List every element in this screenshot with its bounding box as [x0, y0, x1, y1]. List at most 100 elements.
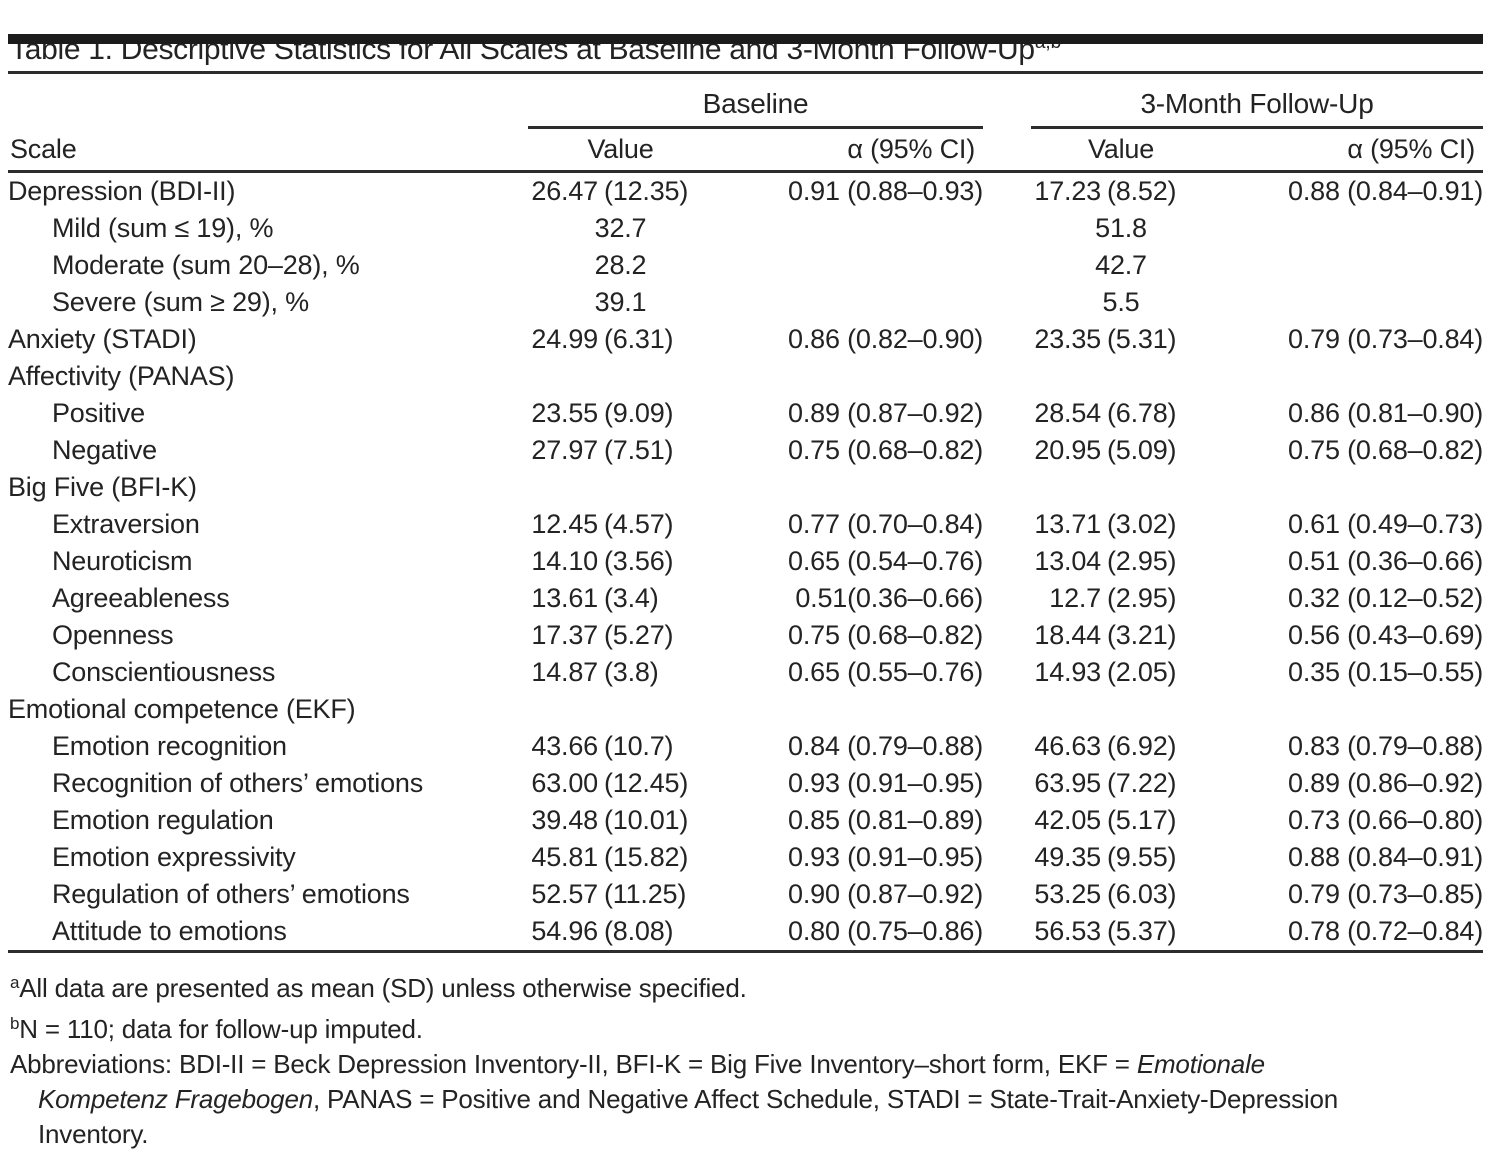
followup-value-cell: 42.7 [1095, 250, 1147, 280]
baseline-alpha-cell [713, 247, 983, 284]
column-header-row: Scale Value α (95% CI) Value α (95% CI) [8, 127, 1483, 173]
baseline-alpha-cell: 0.77 (0.70–0.84) [788, 509, 983, 539]
paper-table-page: Table 1. Descriptive Statistics for All … [0, 26, 1491, 1152]
baseline-alpha-cell: 0.90 (0.87–0.92) [788, 879, 983, 909]
table-row: Positive 23.55 (9.09) 0.89 (0.87–0.92) 28.54… [8, 395, 1483, 432]
baseline-alpha-cell: 0.80 (0.75–0.86) [788, 916, 983, 946]
baseline-value-cell [528, 469, 713, 506]
title-rule [8, 71, 1483, 74]
table-body: Depression (BDI-II) 26.47 (12.35) 0.91 (0.8… [8, 172, 1483, 952]
footnote-b: bN = 110; data for follow-up imputed. [8, 1006, 1483, 1047]
baseline-value-cell: 52.57 (11.25) [531, 879, 687, 909]
baseline-alpha-cell [713, 469, 983, 506]
followup-alpha-cell: 0.86 (0.81–0.90) [1288, 398, 1483, 428]
followup-value-cell: 12.7 (2.95) [1049, 583, 1177, 613]
baseline-value-cell [528, 691, 713, 728]
table-title: Table 1. Descriptive Statistics for All … [10, 26, 1483, 67]
scale-cell: Recognition of others’ emotions [52, 768, 424, 798]
followup-alpha-cell: 0.89 (0.86–0.92) [1288, 768, 1483, 798]
column-header-followup-value: Value [1031, 127, 1211, 173]
column-gap-cell [983, 543, 1031, 580]
followup-value-cell: 20.95 (5.09) [1034, 435, 1177, 465]
table-row: Anxiety (STADI) 24.99 (6.31) 0.86 (0.82–0.9… [8, 321, 1483, 358]
followup-value-cell: 14.93 (2.05) [1034, 657, 1177, 687]
footnote-a-marker: a [10, 973, 20, 992]
followup-alpha-cell [1211, 691, 1483, 728]
baseline-alpha-cell [713, 284, 983, 321]
scale-cell: Anxiety (STADI) [8, 324, 197, 354]
followup-value-cell: 13.04 (2.95) [1034, 546, 1177, 576]
followup-value-cell [1031, 358, 1211, 395]
followup-alpha-cell: 0.88 (0.84–0.91) [1288, 842, 1483, 872]
baseline-value-cell [528, 358, 713, 395]
baseline-value-cell: 14.10 (3.56) [531, 546, 674, 576]
baseline-alpha-cell: 0.86 (0.82–0.90) [788, 324, 983, 354]
column-gap-cell [983, 469, 1031, 506]
followup-alpha-cell: 0.73 (0.66–0.80) [1288, 805, 1483, 835]
table-row: Emotional competence (EKF) [8, 691, 1483, 728]
scale-cell: Depression (BDI-II) [8, 176, 236, 206]
followup-value-cell: 46.63 (6.92) [1034, 731, 1177, 761]
table-row: Neuroticism 14.10 (3.56) 0.65 (0.54–0.76) 13… [8, 543, 1483, 580]
followup-value-cell: 17.23 (8.52) [1034, 176, 1177, 206]
table-row: Depression (BDI-II) 26.47 (12.35) 0.91 (0.8… [8, 172, 1483, 211]
baseline-value-cell: 54.96 (8.08) [531, 916, 674, 946]
scale-cell: Agreeableness [52, 583, 230, 613]
column-gap-cell [983, 839, 1031, 876]
table-row: Openness 17.37 (5.27) 0.75 (0.68–0.82) 18.44… [8, 617, 1483, 654]
followup-alpha-cell [1211, 469, 1483, 506]
followup-alpha-cell: 0.79 (0.73–0.85) [1288, 879, 1483, 909]
baseline-alpha-cell: 0.75 (0.68–0.82) [788, 620, 983, 650]
followup-value-cell: 28.54 (6.78) [1034, 398, 1177, 428]
column-header-gap [983, 127, 1031, 173]
baseline-alpha-cell: 0.84 (0.79–0.88) [788, 731, 983, 761]
table-footnotes: aAll data are presented as mean (SD) unl… [8, 965, 1483, 1152]
followup-value-cell: 23.35 (5.31) [1034, 324, 1177, 354]
footnote-abbreviations-line-2: Kompetenz Fragebogen, PANAS = Positive a… [8, 1082, 1483, 1117]
baseline-alpha-cell [713, 691, 983, 728]
column-gap-cell [983, 247, 1031, 284]
table-row: Emotion expressivity 45.81 (15.82) 0.93 (0.… [8, 839, 1483, 876]
column-gap-cell [983, 654, 1031, 691]
scale-cell: Severe (sum ≥ 29), % [52, 287, 309, 317]
followup-alpha-cell: 0.88 (0.84–0.91) [1288, 176, 1483, 206]
followup-alpha-cell [1211, 247, 1483, 284]
table-row: Agreeableness 13.61 (3.4) 0.51(0.36–0.66) 12… [8, 580, 1483, 617]
followup-alpha-cell: 0.61 (0.49–0.73) [1288, 509, 1483, 539]
scale-cell: Moderate (sum 20–28), % [52, 250, 360, 280]
followup-value-cell: 51.8 [1095, 213, 1147, 243]
baseline-value-cell: 14.87 (3.8) [531, 657, 659, 687]
baseline-alpha-cell: 0.75 (0.68–0.82) [788, 435, 983, 465]
table-row: Big Five (BFI-K) [8, 469, 1483, 506]
abbreviations-text: Inventory. [38, 1119, 149, 1149]
baseline-value-cell: 26.47 (12.35) [531, 176, 689, 206]
followup-alpha-cell [1211, 210, 1483, 247]
baseline-value-cell: 39.1 [594, 287, 647, 317]
table-row: Recognition of others’ emotions 63.00 (12.… [8, 765, 1483, 802]
table-row: Conscientiousness 14.87 (3.8) 0.65 (0.55–0.… [8, 654, 1483, 691]
column-gap-cell [983, 580, 1031, 617]
table-row: Regulation of others’ emotions 52.57 (11.2… [8, 876, 1483, 913]
column-header-followup-alpha: α (95% CI) [1211, 127, 1483, 173]
baseline-alpha-cell [713, 358, 983, 395]
column-gap-cell [983, 802, 1031, 839]
column-gap-cell [983, 876, 1031, 913]
baseline-value-cell: 45.81 (15.82) [531, 842, 689, 872]
followup-value-cell: 56.53 (5.37) [1034, 916, 1177, 946]
followup-value-cell: 42.05 (5.17) [1034, 805, 1177, 835]
column-gap-cell [983, 765, 1031, 802]
followup-value-cell: 13.71 (3.02) [1034, 509, 1177, 539]
followup-alpha-cell: 0.83 (0.79–0.88) [1288, 731, 1483, 761]
column-gap-cell [983, 395, 1031, 432]
followup-alpha-cell: 0.79 (0.73–0.84) [1288, 324, 1483, 354]
baseline-alpha-cell [713, 210, 983, 247]
group-header-baseline: Baseline [528, 74, 983, 129]
baseline-value-cell: 43.66 (10.7) [531, 731, 674, 761]
column-gap-cell [983, 617, 1031, 654]
scale-cell: Positive [52, 398, 145, 428]
baseline-value-cell: 39.48 (10.01) [531, 805, 689, 835]
baseline-value-cell: 32.7 [594, 213, 647, 243]
scale-cell: Big Five (BFI-K) [8, 472, 197, 502]
followup-alpha-cell [1211, 358, 1483, 395]
table-header: Baseline 3-Month Follow-Up Scale Value α… [8, 74, 1483, 173]
